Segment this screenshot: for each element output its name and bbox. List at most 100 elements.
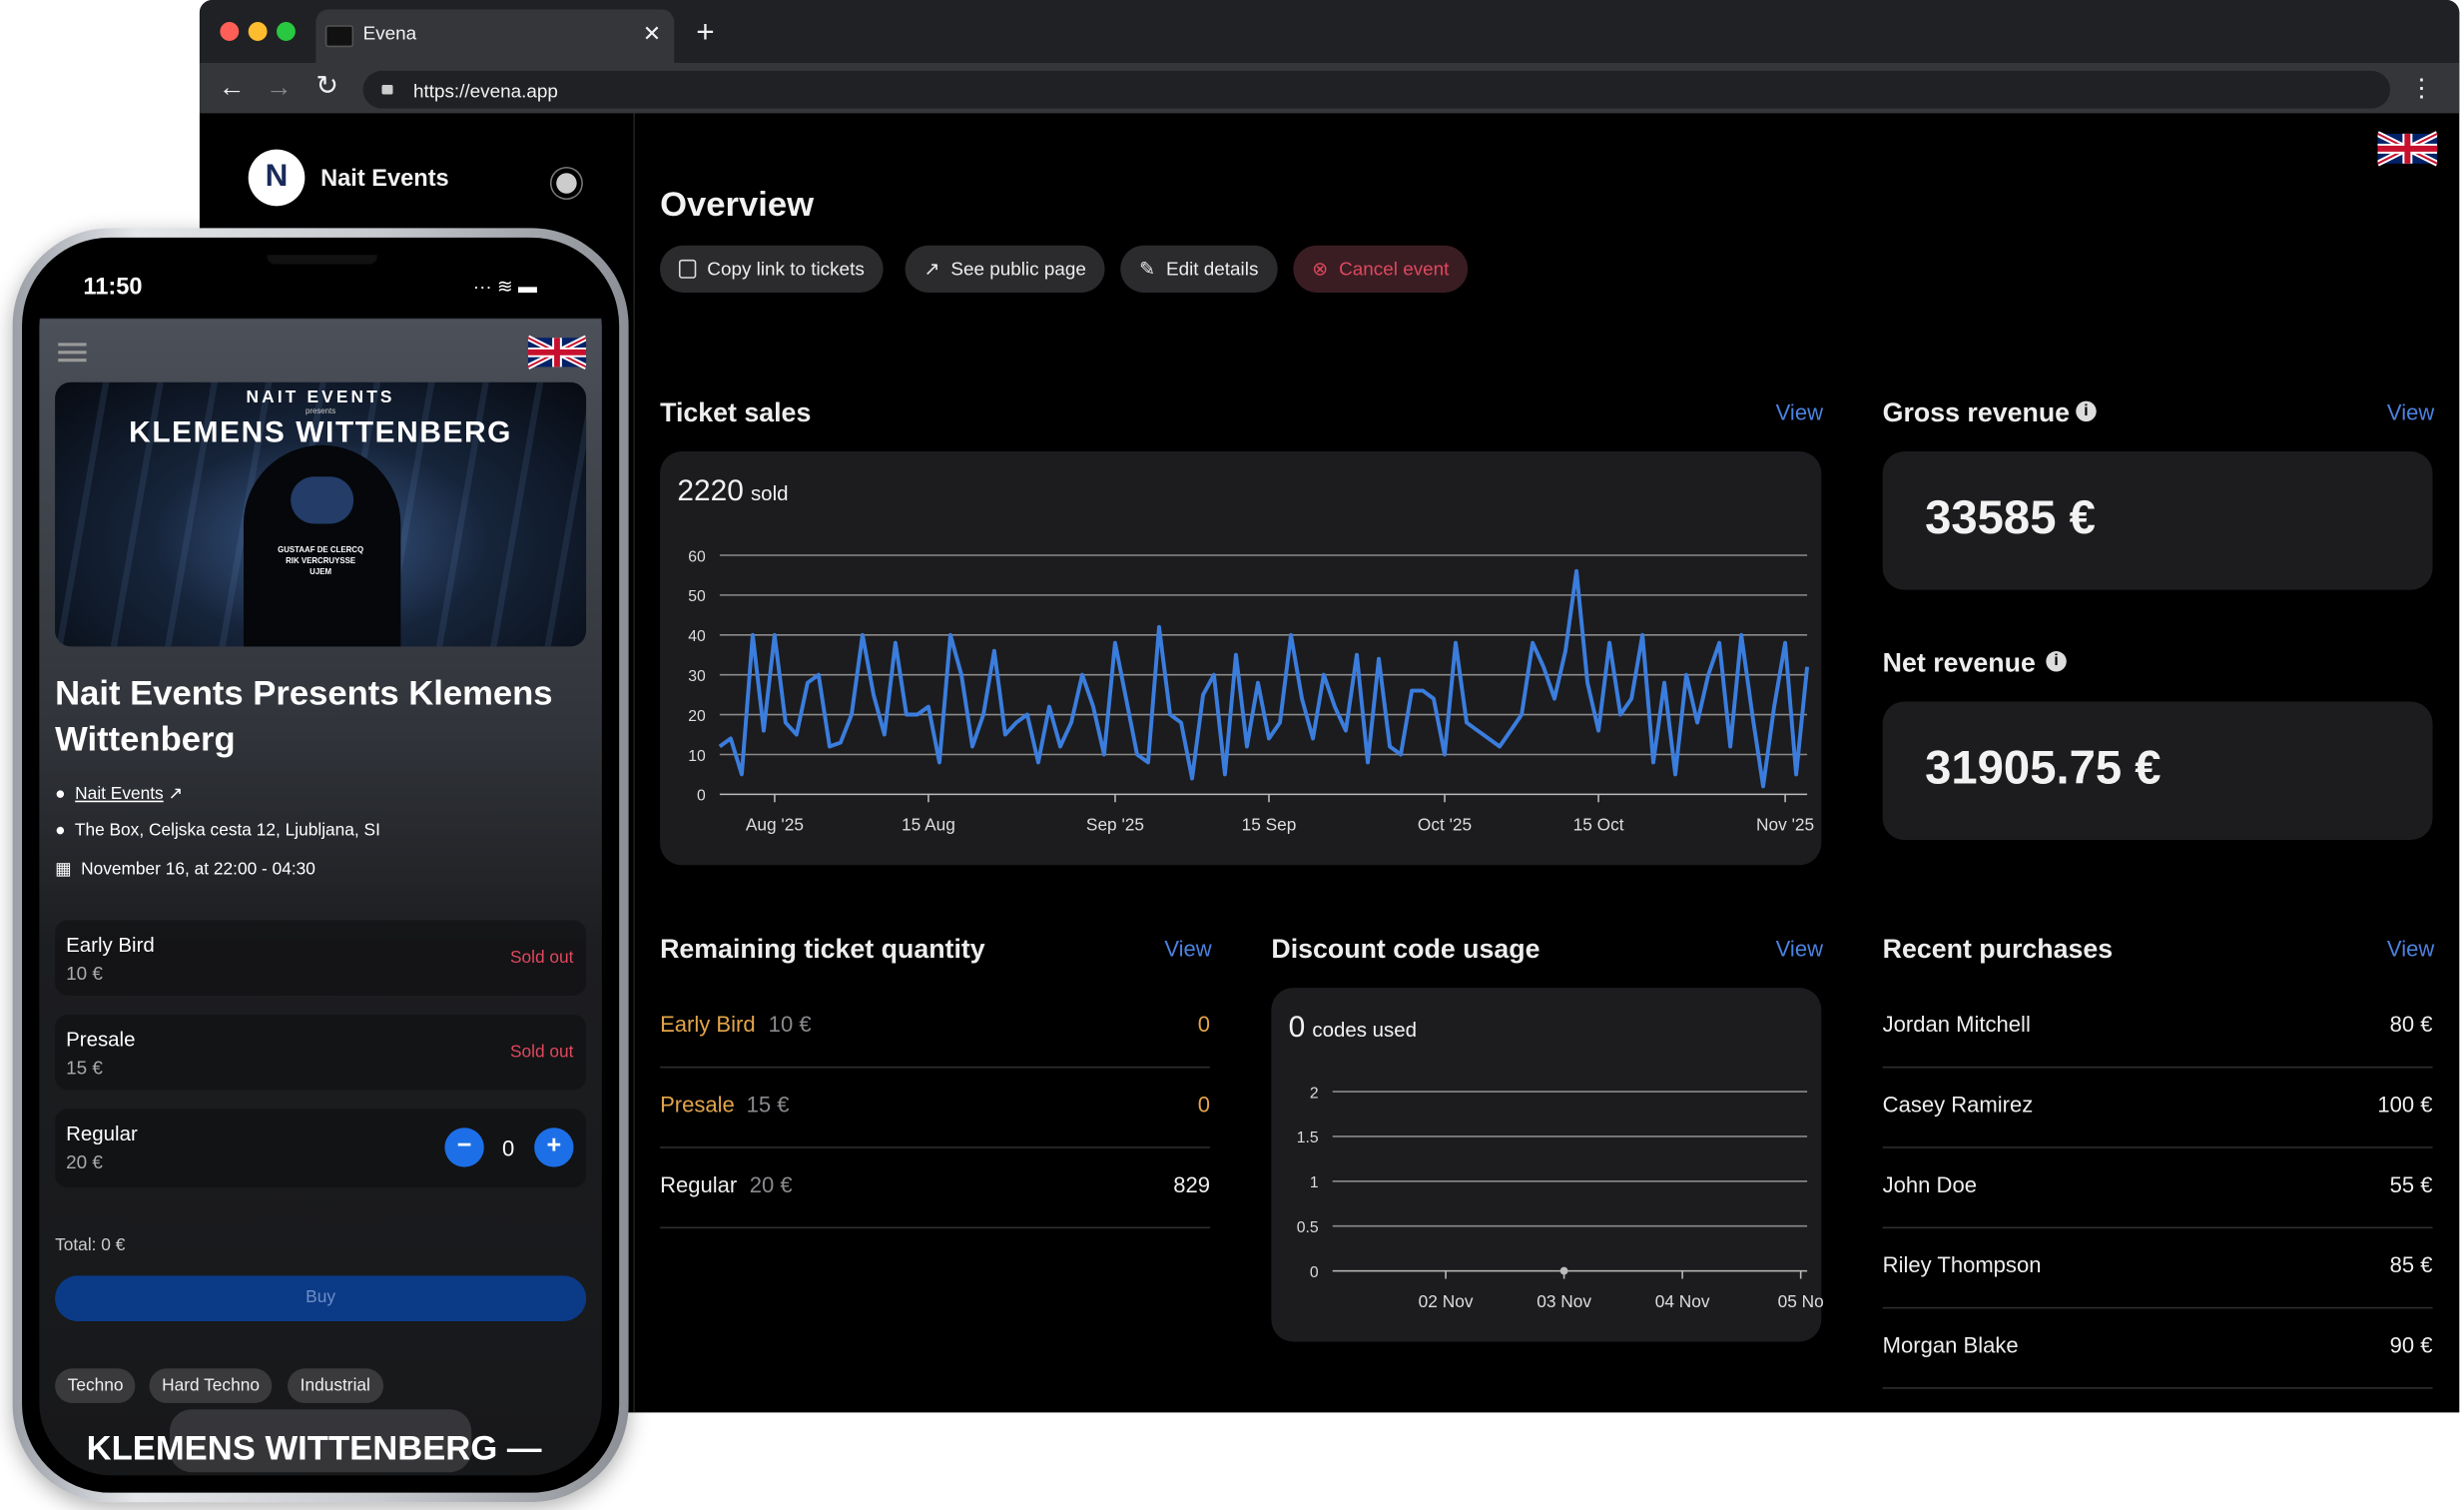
- sales-summary: 2220 sold: [677, 475, 788, 510]
- decrement-button[interactable]: −: [444, 1128, 484, 1167]
- sidebar-border: [633, 113, 635, 1413]
- genre-tag[interactable]: Industrial: [288, 1368, 383, 1403]
- org-logo: N: [248, 149, 306, 207]
- summary-label: codes used: [1312, 1018, 1418, 1042]
- purchase-amount: 90 €: [2389, 1332, 2433, 1358]
- tab-title: Evena: [362, 22, 417, 45]
- section-title: Discount code usage: [1271, 934, 1540, 965]
- row-separator: [660, 1066, 1210, 1069]
- buyer-name: Morgan Blake: [1882, 1332, 2019, 1358]
- ticket-card: [55, 1014, 587, 1091]
- x-tick-label: 15 Sep: [1242, 815, 1297, 835]
- y-tick-label: 40: [688, 628, 706, 645]
- buy-button[interactable]: Buy: [55, 1275, 587, 1321]
- public-page-button[interactable]: ↗ See public page: [905, 245, 1105, 293]
- total: Total: 0 €: [55, 1235, 126, 1255]
- view-link[interactable]: View: [1775, 936, 1823, 962]
- buyer-name: John Doe: [1882, 1171, 1977, 1197]
- stat-value: 31905.75 €: [1925, 742, 2161, 795]
- menu-icon[interactable]: [58, 343, 87, 347]
- reload-button[interactable]: ↻: [315, 70, 338, 101]
- buyer-name: Casey Ramirez: [1882, 1092, 2034, 1118]
- location-row: ● The Box, Celjska cesta 12, Ljubljana, …: [55, 821, 380, 841]
- ticket-card: [55, 920, 587, 996]
- row-separator: [1882, 1226, 2433, 1229]
- icon: [678, 259, 697, 279]
- new-tab[interactable]: +: [696, 15, 715, 51]
- tab-close[interactable]: ✕: [642, 20, 662, 46]
- view-link[interactable]: View: [2386, 936, 2435, 962]
- section-title: Ticket sales: [660, 397, 812, 428]
- banner-lineup: UJEM: [309, 567, 332, 578]
- theme-toggle[interactable]: [556, 173, 577, 194]
- back-button[interactable]: ←: [218, 72, 246, 103]
- genre-tag[interactable]: Hard Techno: [149, 1368, 273, 1403]
- banner-lineup: GUSTAAF DE CLERCQ: [278, 545, 364, 555]
- address-bar[interactable]: https://evena.app: [362, 70, 2391, 109]
- forward-button[interactable]: →: [266, 72, 293, 103]
- date: November 16, at 22:00 - 04:30: [81, 860, 315, 880]
- active-tab[interactable]: Evena ✕: [315, 9, 675, 63]
- row-separator: [1882, 1306, 2433, 1309]
- stat-value: 33585 €: [1925, 491, 2096, 544]
- view-link[interactable]: View: [2386, 399, 2435, 425]
- org-name[interactable]: Nait Events: [320, 165, 449, 193]
- button-label: Cancel event: [1339, 258, 1450, 281]
- edit-details-button[interactable]: ✎ Edit details: [1120, 245, 1278, 293]
- menu-button[interactable]: ⋮: [2408, 75, 2435, 103]
- view-link[interactable]: View: [1775, 399, 1823, 425]
- ticket-card: [55, 1109, 587, 1188]
- ticket-name: Presale: [660, 1092, 735, 1118]
- ticket-status: Sold out: [509, 948, 574, 968]
- banner-headline: KLEMENS WITTENBERG: [129, 416, 513, 450]
- summary-value: 2220: [677, 474, 744, 508]
- y-tick-label: 0.5: [1297, 1219, 1319, 1236]
- purchase-amount: 100 €: [2377, 1092, 2433, 1118]
- view-link[interactable]: View: [1164, 936, 1212, 962]
- banner-presenter: NAIT EVENTS: [246, 388, 395, 407]
- marquee: KLEMENS WITTENBERG —: [86, 1428, 542, 1468]
- quantity: 0: [502, 1135, 515, 1161]
- y-tick-label: 30: [688, 668, 706, 685]
- y-tick-label: 50: [688, 588, 706, 605]
- y-tick-label: 0: [1310, 1264, 1319, 1281]
- status-icons: ··· ≋ ▬: [472, 275, 537, 298]
- speaker: [267, 255, 377, 265]
- row-separator: [1882, 1066, 2433, 1069]
- chart-card: [660, 451, 1822, 866]
- cancel-event-button[interactable]: ⊗ Cancel event: [1293, 245, 1469, 293]
- language-flag[interactable]: [528, 335, 586, 370]
- x-tick-label: Aug '25: [746, 815, 804, 835]
- y-tick-label: 1: [1310, 1174, 1319, 1191]
- copy-link-button[interactable]: Copy link to tickets: [660, 245, 884, 293]
- buyer-name: Riley Thompson: [1882, 1251, 2042, 1277]
- y-tick-label: 20: [688, 708, 706, 725]
- organizer-link[interactable]: Nait Events: [75, 784, 164, 804]
- section-title: Net revenue: [1882, 647, 2036, 678]
- favicon: [324, 25, 354, 48]
- discount-summary: 0 codes used: [1289, 1012, 1417, 1047]
- x-tick-label: 15 Oct: [1573, 815, 1624, 835]
- row-separator: [660, 1146, 1210, 1148]
- purchase-amount: 55 €: [2389, 1171, 2433, 1197]
- ticket-name: Presale: [66, 1027, 136, 1052]
- event-banner: NAIT EVENTS presents KLEMENS WITTENBERG …: [55, 381, 587, 647]
- date-row: ▦ November 16, at 22:00 - 04:30: [55, 860, 315, 880]
- x-tick-label: 02 Nov: [1419, 1291, 1474, 1311]
- info-icon[interactable]: i: [2076, 400, 2097, 422]
- ticket-quantity: 0: [1197, 1092, 1210, 1118]
- increment-button[interactable]: +: [534, 1128, 574, 1167]
- event-title: Nait Events Presents Klemens Wittenberg: [55, 673, 553, 759]
- info-icon[interactable]: i: [2046, 651, 2067, 672]
- genre-tag[interactable]: Techno: [55, 1368, 137, 1403]
- page-title: Overview: [660, 184, 815, 224]
- ticket-price: 15 €: [66, 1057, 103, 1080]
- zoom-window[interactable]: [277, 22, 296, 41]
- close-window[interactable]: [220, 22, 240, 41]
- row-separator: [1882, 1146, 2433, 1148]
- ticket-name: Early Bird: [66, 932, 155, 957]
- minimize-window[interactable]: [248, 22, 268, 41]
